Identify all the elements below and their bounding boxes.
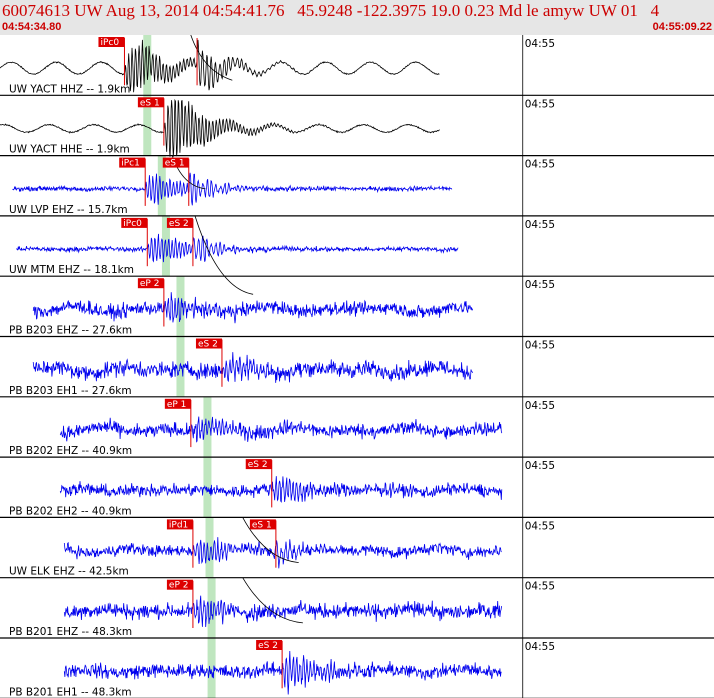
waveform-trace — [0, 98, 440, 157]
window-end-time: 04:55:09.22 — [652, 21, 712, 33]
waveform-trace — [12, 172, 453, 206]
minute-tick-label: 04:55 — [525, 98, 555, 110]
minute-tick-label: 04:55 — [525, 400, 555, 412]
travel-time-curve — [242, 577, 303, 624]
event-header: 60074613 UW Aug 13, 2014 04:54:41.76 45.… — [0, 0, 714, 35]
phase-pick-flag — [121, 217, 148, 228]
phase-pick-label: iPc0 — [100, 38, 119, 48]
waveform-trace — [63, 650, 502, 695]
phase-pick-label: eS 2 — [198, 340, 218, 350]
phase-pick-flag — [166, 519, 193, 530]
arrival-band — [143, 35, 152, 96]
station-label: PB B202 EH2 -- 40.9km — [9, 505, 132, 517]
seismogram-panel: iPc0 eS 1 iPc1 eS 1 iPc0 eS 2 eP 2 eS 2 eP 1 eS 2… — [0, 35, 714, 698]
phase-pick-label: eS 1 — [140, 98, 160, 108]
phase-pick-flag — [98, 37, 125, 47]
station-label: UW YACT HHZ -- 1.9km — [9, 83, 130, 95]
phase-pick-label: iPc0 — [123, 219, 142, 229]
arrival-band — [143, 95, 152, 156]
arrival-band — [205, 517, 214, 578]
minute-tick-label: 04:55 — [525, 641, 555, 653]
phase-pick-flag — [166, 217, 193, 228]
phase-pick-flag — [137, 278, 164, 289]
station-label: PB B201 EH1 -- 48.3km — [9, 686, 132, 698]
station-label: PB B201 EHZ -- 48.3km — [9, 626, 132, 638]
arrival-band — [203, 396, 212, 458]
phase-pick-label: eS 1 — [165, 159, 185, 169]
travel-time-curve — [194, 215, 254, 295]
travel-time-curve — [190, 35, 233, 81]
station-label: UW ELK EHZ -- 42.5km — [9, 566, 129, 578]
phase-pick-label: eS 2 — [258, 641, 278, 651]
minute-tick-label: 04:55 — [525, 581, 555, 593]
waveform-trace — [63, 537, 502, 569]
phase-pick-flag — [137, 97, 164, 108]
waveform-trace — [59, 416, 503, 443]
arrival-band — [176, 336, 185, 397]
phase-pick-label: iPd1 — [169, 520, 188, 530]
phase-pick-flag — [162, 157, 189, 168]
phase-pick-flag — [245, 459, 272, 470]
phase-pick-flag — [119, 157, 146, 168]
phase-pick-label: eS 2 — [248, 460, 268, 470]
event-title: 60074613 UW Aug 13, 2014 04:54:41.76 45.… — [2, 1, 660, 20]
phase-pick-flag — [256, 640, 283, 650]
minute-tick-label: 04:55 — [525, 520, 555, 532]
minute-tick-label: 04:55 — [525, 219, 555, 231]
waveform-trace — [0, 39, 440, 93]
phase-pick-flag — [195, 338, 222, 349]
station-label: PB B203 EHZ -- 27.6km — [9, 325, 132, 337]
waveform-trace — [32, 292, 473, 324]
station-label: UW LVP EHZ -- 15.7km — [9, 204, 128, 216]
waveform-trace — [63, 595, 502, 628]
station-label: PB B203 EH1 -- 27.6km — [9, 385, 132, 397]
station-label: UW YACT HHE -- 1.9km — [9, 144, 130, 156]
waveform-trace — [32, 352, 473, 383]
minute-tick-label: 04:55 — [525, 38, 555, 50]
travel-time-curve — [242, 517, 299, 563]
arrival-band — [157, 155, 166, 216]
minute-tick-label: 04:55 — [525, 279, 555, 291]
minute-tick-label: 04:55 — [525, 340, 555, 352]
phase-pick-label: eP 2 — [169, 581, 189, 591]
phase-pick-label: eP 2 — [140, 279, 160, 289]
phase-pick-flag — [164, 398, 191, 409]
phase-pick-label: eS 1 — [252, 520, 272, 530]
arrival-band — [176, 276, 185, 337]
waveform-trace — [16, 233, 459, 263]
arrival-band — [203, 457, 212, 518]
waveform-trace — [59, 476, 503, 503]
phase-pick-label: eP 1 — [167, 400, 187, 410]
window-start-time: 04:54:34.80 — [2, 21, 62, 33]
station-label: UW MTM EHZ -- 18.1km — [9, 264, 134, 276]
phase-pick-label: eS 2 — [169, 219, 189, 229]
phase-pick-flag — [249, 519, 276, 530]
arrival-band — [207, 638, 216, 698]
phase-pick-label: iPc1 — [121, 159, 140, 169]
minute-tick-label: 04:55 — [525, 460, 555, 472]
phase-pick-flag — [166, 579, 193, 590]
minute-tick-label: 04:55 — [525, 159, 555, 171]
station-label: PB B202 EHZ -- 40.9km — [9, 445, 132, 457]
